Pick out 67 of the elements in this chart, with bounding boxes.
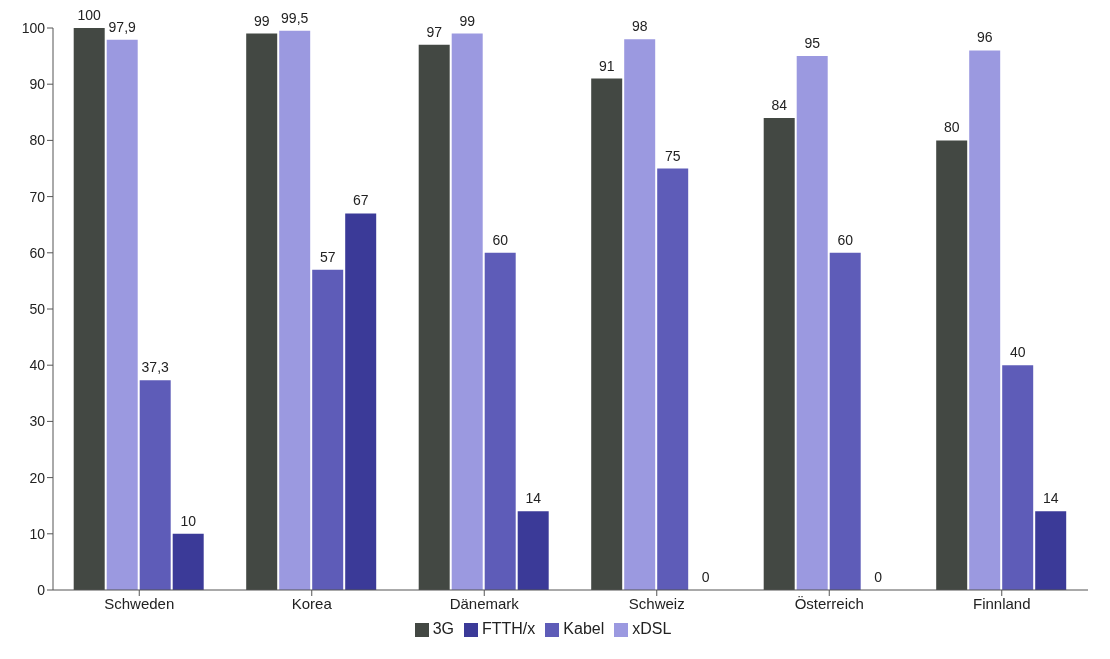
bar xyxy=(796,56,828,590)
data-label: 60 xyxy=(837,231,854,248)
bar xyxy=(418,44,450,590)
bar xyxy=(139,380,171,590)
y-tick-label: 50 xyxy=(29,300,46,317)
bar xyxy=(1035,511,1067,590)
x-tick-label: Schweiz xyxy=(628,594,685,612)
data-label: 99 xyxy=(253,12,270,29)
data-label: 84 xyxy=(771,96,788,113)
data-label: 99 xyxy=(459,12,476,29)
y-tick-label: 10 xyxy=(29,525,46,542)
bar xyxy=(624,39,656,590)
bar xyxy=(969,50,1001,590)
legend-label: FTTH/x xyxy=(481,620,536,637)
y-tick-label: 70 xyxy=(29,188,46,205)
data-label: 37,3 xyxy=(141,359,170,376)
bar xyxy=(73,28,105,590)
y-tick-label: 100 xyxy=(21,19,46,36)
y-tick-label: 30 xyxy=(29,413,46,430)
bar xyxy=(936,140,968,590)
data-label: 10 xyxy=(180,512,197,529)
bar xyxy=(246,33,278,590)
x-tick-label: Dänemark xyxy=(449,594,520,612)
x-tick-label: Österreich xyxy=(794,594,864,612)
bar xyxy=(829,252,861,590)
data-label: 67 xyxy=(352,192,369,209)
data-label: 60 xyxy=(492,231,509,248)
data-label: 97 xyxy=(426,23,443,40)
bar xyxy=(106,39,138,590)
y-tick-label: 20 xyxy=(29,469,46,486)
bar xyxy=(657,168,689,590)
data-label: 95 xyxy=(804,35,821,52)
bar xyxy=(763,117,795,590)
data-label: 80 xyxy=(943,119,960,136)
data-label: 98 xyxy=(631,18,648,35)
legend-label: Kabel xyxy=(563,620,605,637)
bar xyxy=(484,252,516,590)
data-label: 0 xyxy=(874,568,883,585)
data-label: 99,5 xyxy=(281,9,309,26)
bar xyxy=(591,78,623,590)
y-tick-label: 40 xyxy=(29,357,46,374)
data-label: 96 xyxy=(976,29,993,46)
x-tick-label: Finnland xyxy=(972,594,1031,612)
data-label: 57 xyxy=(319,248,336,265)
data-label: 14 xyxy=(1042,490,1059,507)
data-label: 75 xyxy=(664,147,681,164)
y-tick-label: 0 xyxy=(37,581,46,598)
data-label: 40 xyxy=(1009,344,1026,361)
bar xyxy=(517,511,549,590)
bar xyxy=(172,533,204,590)
data-label: 0 xyxy=(701,568,710,585)
y-tick-label: 60 xyxy=(29,244,46,261)
bar xyxy=(312,269,344,590)
bar xyxy=(451,33,483,590)
bar xyxy=(279,30,311,590)
bar xyxy=(1002,365,1034,590)
y-tick-label: 80 xyxy=(29,132,46,149)
data-label: 14 xyxy=(525,490,542,507)
x-tick-label: Schweden xyxy=(104,594,175,612)
data-label: 100 xyxy=(77,7,102,23)
x-tick-label: Korea xyxy=(291,594,333,612)
data-label: 97,9 xyxy=(108,18,137,35)
y-tick-label: 90 xyxy=(29,76,46,93)
legend-label: xDSL xyxy=(632,620,672,637)
data-label: 91 xyxy=(598,57,615,74)
bar xyxy=(345,213,377,590)
legend-label: 3G xyxy=(432,620,454,637)
